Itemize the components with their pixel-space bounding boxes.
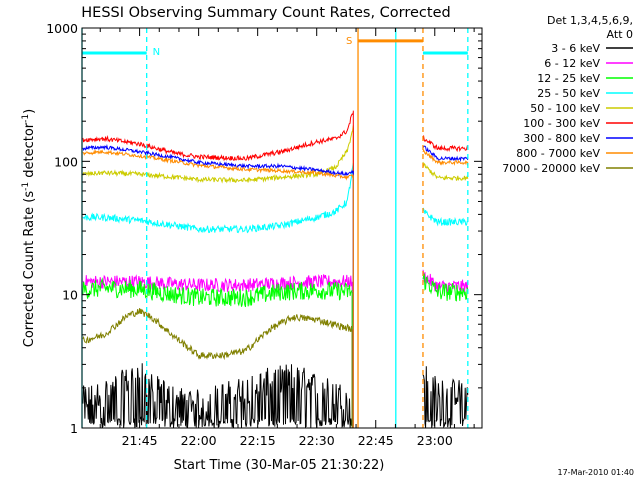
legend-label-25-50-kev: 25 - 50 keV [537, 87, 600, 100]
y-tick-label: 100 [54, 154, 78, 169]
series-line-50-100-kev [82, 125, 354, 184]
legend-label-3-6-kev: 3 - 6 keV [551, 42, 600, 55]
series-line-100-300-kev [82, 112, 354, 162]
y-tick-label: 1 [70, 421, 78, 436]
y-tick-label: 1000 [46, 21, 78, 36]
legend-label-6-12-kev: 6 - 12 keV [544, 57, 600, 70]
series-800-7000-kev [82, 149, 469, 428]
legend-label-12-25-kev: 12 - 25 keV [537, 72, 600, 85]
legend-header-detectors: Det 1,3,4,5,6,9, [547, 14, 633, 27]
legend-label-50-100-kev: 50 - 100 keV [530, 102, 600, 115]
x-axis-label: Start Time (30-Mar-05 21:30:22) [174, 458, 385, 473]
tick-labels: 21:45 22:00 22:15 22:30 22:45 23:00 1 10 100 1000 [46, 21, 453, 448]
series-line-post-50-100-kev [422, 161, 469, 181]
legend-label-800-7000-kev: 800 - 7000 keV [516, 147, 600, 160]
series-line-post-300-800-kev [422, 145, 469, 162]
y-axis-label: Corrected Count Rate (s-1 detector-1) [21, 109, 37, 347]
series-line-25-50-kev [82, 163, 354, 234]
series-line-post-100-300-kev [422, 135, 469, 153]
y-tick-label: 10 [62, 288, 78, 303]
legend-label-300-800-kev: 300 - 800 keV [523, 132, 600, 145]
series-line-post-800-7000-kev [422, 149, 469, 167]
series-line-post-12-25-kev [422, 272, 469, 302]
series-line-7000-20000-kev [82, 308, 353, 361]
x-tick-label: 21:45 [122, 433, 158, 448]
ticks-layer [82, 28, 482, 429]
legend-header-attenuator: Att 0 [607, 28, 633, 41]
series-line-post-25-50-kev [422, 207, 469, 227]
series-layer [82, 110, 469, 428]
series-3-6-kev [82, 363, 469, 428]
x-tick-label: 22:45 [358, 433, 394, 448]
night-label: N [153, 47, 160, 58]
chart-title: HESSI Observing Summary Count Rates, Cor… [81, 5, 450, 21]
plot-frame [81, 27, 483, 429]
series-line-12-25-kev [82, 277, 353, 308]
legend-label-7000-20000-kev: 7000 - 20000 keV [502, 162, 600, 175]
x-tick-label: 22:30 [299, 433, 335, 448]
legend-label-100-300-kev: 100 - 300 keV [523, 117, 600, 130]
footer-timestamp: 17-Mar-2010 01:40 [558, 468, 635, 477]
series-line-post-3-6-kev [422, 366, 469, 428]
x-tick-label: 23:00 [417, 433, 453, 448]
saa-label: S [346, 36, 352, 47]
series-line-300-800-kev [82, 144, 354, 177]
legend: Det 1,3,4,5,6,9, Att 0 3 - 6 keV 6 - 12 k… [502, 14, 633, 175]
x-tick-label: 22:00 [181, 433, 217, 448]
series-line-6-12-kev [82, 274, 353, 293]
series-7000-20000-kev [82, 308, 353, 428]
x-tick-label: 22:15 [240, 433, 276, 448]
series-line-3-6-kev [82, 363, 353, 428]
annotation-layer: NS [81, 28, 469, 428]
series-line-800-7000-kev [82, 149, 354, 181]
